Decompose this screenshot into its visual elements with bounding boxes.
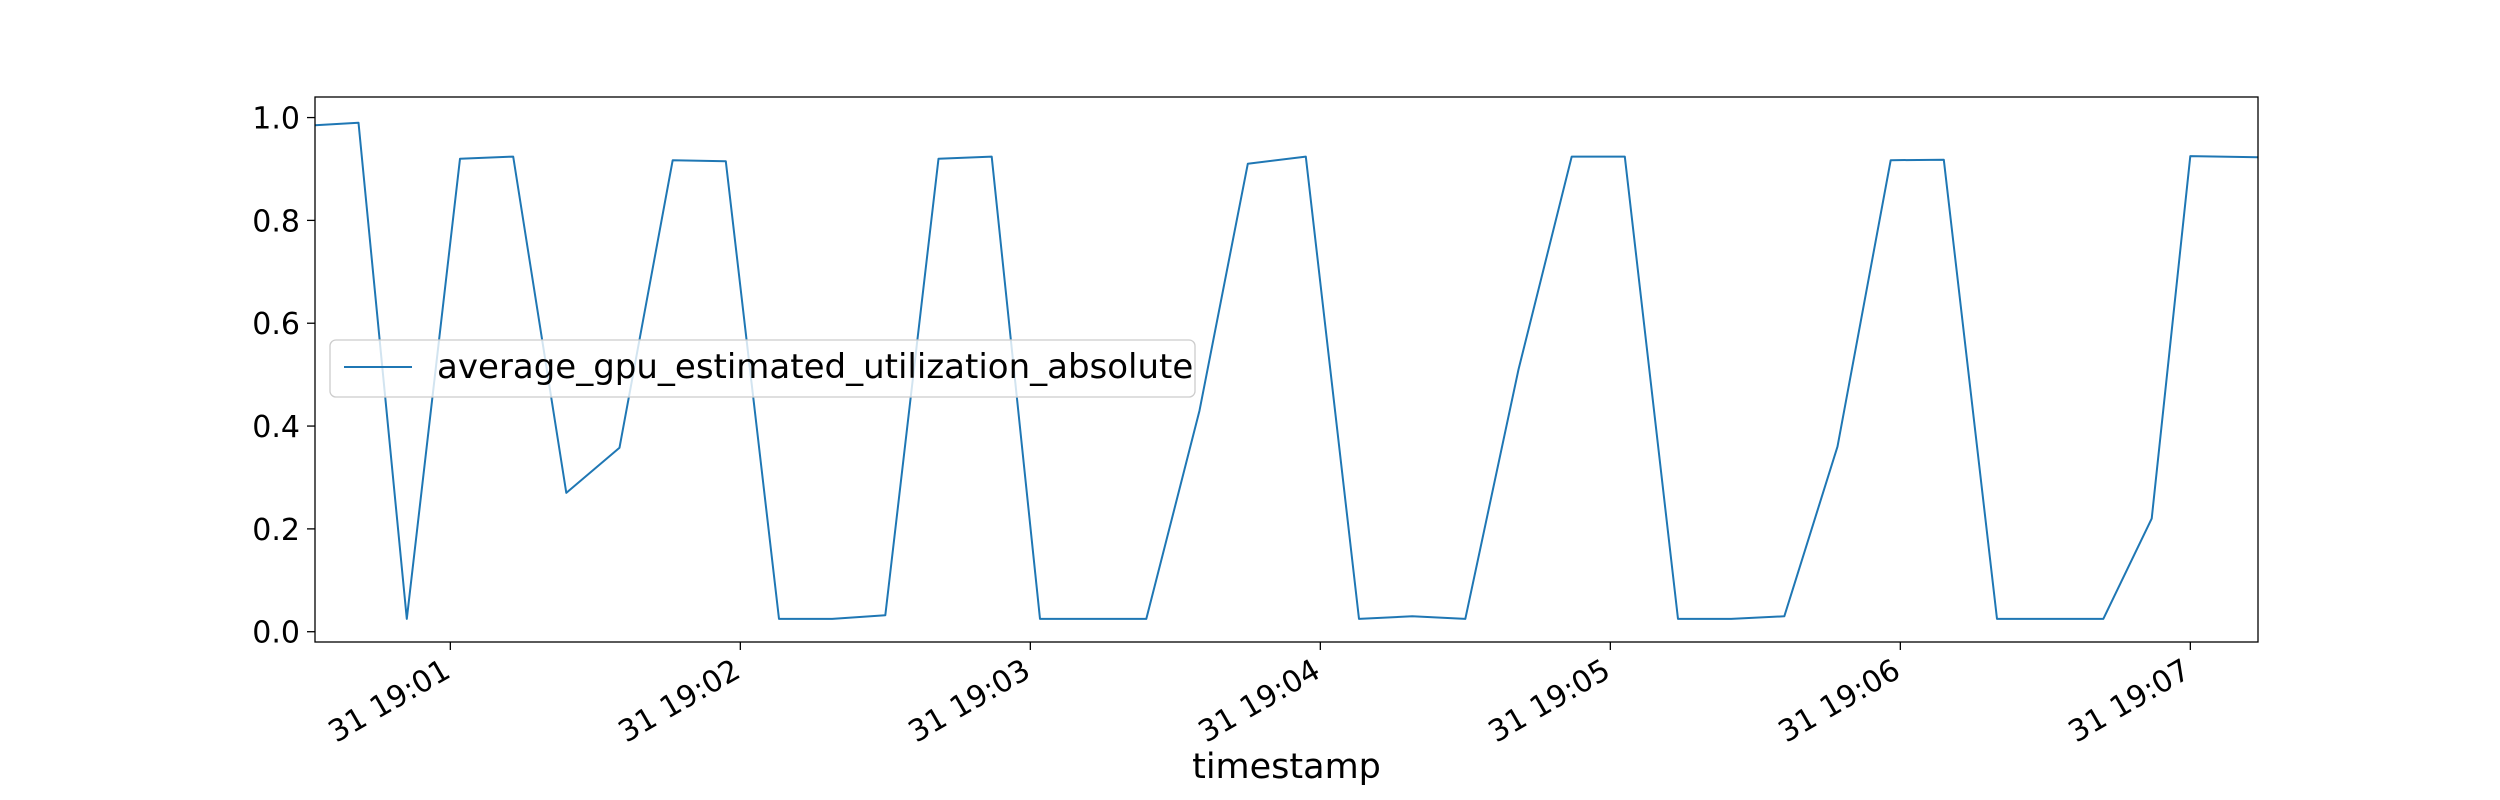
y-tick-label: 1.0 — [252, 102, 300, 137]
y-tick-label: 0.8 — [252, 204, 300, 239]
x-axis-label: timestamp — [1192, 747, 1381, 787]
y-tick-label: 0.6 — [252, 307, 300, 342]
y-tick-label: 0.0 — [252, 616, 300, 651]
legend-box — [329, 339, 1196, 398]
legend-label: average_gpu_estimated_utilization_absolu… — [437, 347, 1193, 387]
plot-area — [314, 121, 2259, 620]
y-tick-label: 0.4 — [252, 410, 300, 445]
plot-frame — [314, 96, 2259, 643]
y-tick-label: 0.2 — [252, 513, 300, 548]
series-line — [314, 121, 2259, 620]
legend: average_gpu_estimated_utilization_absolu… — [329, 339, 1196, 398]
